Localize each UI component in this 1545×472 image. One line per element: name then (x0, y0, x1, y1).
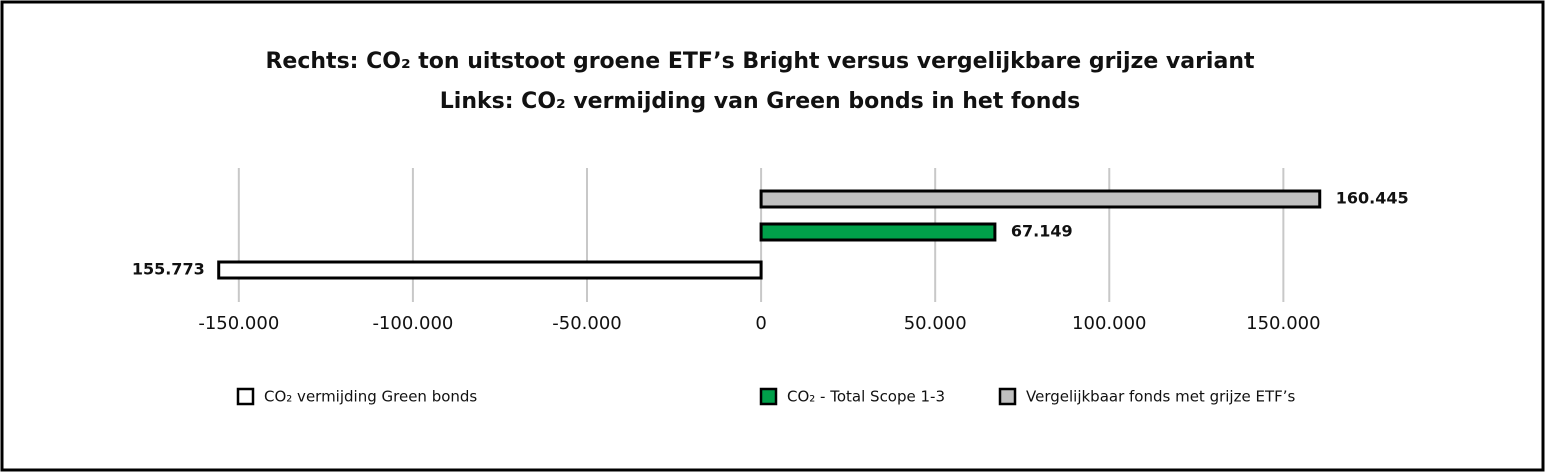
x-tick-label: -100.000 (372, 313, 453, 334)
x-tick-label: 50.000 (904, 313, 967, 334)
legend-label: CO₂ vermijding Green bonds (264, 388, 477, 406)
legend-label: CO₂ - Total Scope 1-3 (787, 388, 945, 406)
bar (759, 189, 1322, 209)
x-tick-label: 150.000 (1246, 313, 1320, 334)
bar (759, 222, 997, 242)
legend-swatch (998, 387, 1017, 406)
legend-swatch (759, 387, 778, 406)
legend-swatch (236, 387, 255, 406)
legend-label: Vergelijkbaar fonds met grijze ETF’s (1026, 388, 1295, 406)
chart-title: Links: CO₂ vermijding van Green bonds in… (440, 89, 1080, 114)
chart-title: Rechts: CO₂ ton uitstoot groene ETF’s Br… (265, 49, 1254, 74)
x-tick-label: 100.000 (1072, 313, 1146, 334)
value-label: 67.149 (1011, 222, 1073, 241)
x-tick-label: -150.000 (198, 313, 279, 334)
x-tick-label: -50.000 (552, 313, 621, 334)
value-label: 155.773 (132, 260, 205, 279)
bar (217, 260, 763, 280)
value-label: 160.445 (1336, 189, 1409, 208)
x-tick-label: 0 (755, 313, 766, 334)
